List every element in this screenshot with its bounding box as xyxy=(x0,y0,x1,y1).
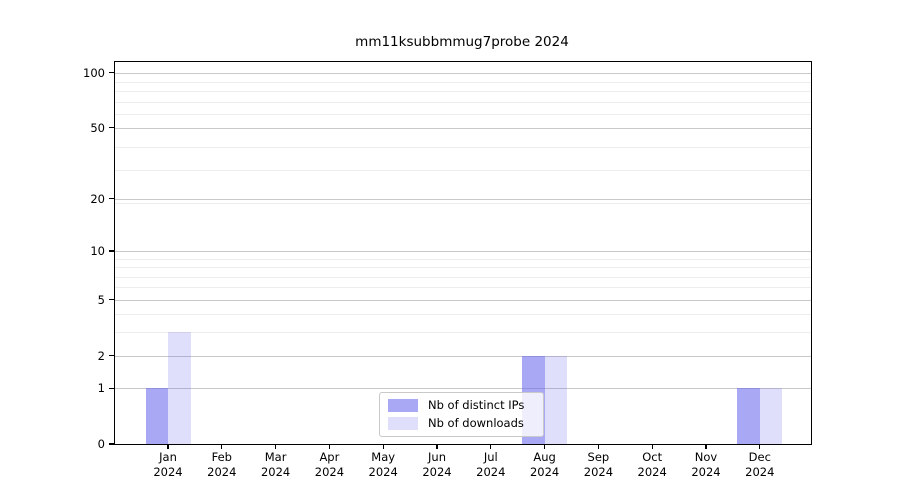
x-tick-year: 2024 xyxy=(260,465,291,479)
legend-swatch-distinct-ips xyxy=(388,398,418,412)
gridline-minor xyxy=(115,332,811,334)
bar-distinct-ips-dec xyxy=(737,388,760,444)
x-tick-label-sep: Sep 2024 xyxy=(571,450,625,480)
y-tick xyxy=(109,443,114,445)
gridline-minor xyxy=(115,276,811,278)
y-tick xyxy=(109,126,114,129)
y-tick xyxy=(109,198,114,200)
x-tick-month: Sep xyxy=(587,450,610,464)
gridline-major xyxy=(115,355,811,357)
legend-label-distinct-ips: Nb of distinct IPs xyxy=(428,398,525,412)
y-tick-label-20: 20 xyxy=(90,191,105,206)
x-tick-label-dec: Dec 2024 xyxy=(733,450,787,480)
x-tick-month: Apr xyxy=(319,450,340,464)
x-tick-month: Feb xyxy=(211,450,232,464)
x-tick-year: 2024 xyxy=(476,465,506,479)
x-tick-label-apr: Apr 2024 xyxy=(302,450,356,480)
gridline-major xyxy=(115,127,811,129)
x-tick xyxy=(382,444,384,449)
x-tick-month: Mar xyxy=(264,450,287,464)
x-tick xyxy=(705,444,707,449)
x-tick-label-nov: Nov 2024 xyxy=(679,450,733,480)
x-tick-label-oct: Oct 2024 xyxy=(625,450,679,480)
x-tick-year: 2024 xyxy=(368,465,398,479)
x-tick-label-may: May 2024 xyxy=(356,450,410,480)
x-tick-year: 2024 xyxy=(207,465,237,479)
y-tick-label-5: 5 xyxy=(97,292,105,307)
x-tick xyxy=(436,444,438,449)
x-tick-month: Jun xyxy=(428,450,446,464)
y-tick xyxy=(109,299,114,301)
gridline-minor xyxy=(115,81,811,83)
gridline-major xyxy=(115,299,811,301)
x-tick-month: Dec xyxy=(748,450,771,464)
x-tick-label-jan: Jan 2024 xyxy=(141,450,195,480)
gridline-minor xyxy=(115,258,811,260)
y-tick-label-50: 50 xyxy=(90,120,105,135)
legend-item: Nb of distinct IPs xyxy=(388,398,535,412)
legend-label-downloads: Nb of downloads xyxy=(428,416,524,430)
gridline-minor xyxy=(115,170,811,172)
bar-distinct-ips-jan xyxy=(145,388,168,444)
x-tick-year: 2024 xyxy=(529,465,560,479)
y-tick-label-100: 100 xyxy=(83,65,105,80)
x-tick xyxy=(544,444,546,449)
y-tick-label-0: 0 xyxy=(97,437,105,451)
x-tick-year: 2024 xyxy=(314,465,345,479)
plot-area: Nb of distinct IPs Nb of downloads 0 1 2 5 1… xyxy=(83,61,812,479)
gridline-major xyxy=(115,388,811,390)
y-tick-label-2: 2 xyxy=(97,348,105,363)
y-tick-label-10: 10 xyxy=(90,244,105,258)
x-tick-year: 2024 xyxy=(745,465,775,479)
x-tick-year: 2024 xyxy=(153,465,183,479)
y-tick xyxy=(109,387,114,389)
x-tick xyxy=(651,444,653,449)
x-tick xyxy=(328,444,330,449)
x-tick-month: Nov xyxy=(694,450,718,464)
y-tick xyxy=(109,250,114,252)
gridline-minor xyxy=(115,114,811,116)
gridline-major xyxy=(115,198,811,200)
x-tick-label-feb: Feb 2024 xyxy=(195,450,249,480)
gridline-major xyxy=(115,72,811,74)
x-tick-month: Jan xyxy=(159,450,177,464)
x-tick-year: 2024 xyxy=(691,465,721,479)
x-tick-year: 2024 xyxy=(637,465,667,479)
x-tick-month: May xyxy=(371,450,396,464)
x-tick-year: 2024 xyxy=(422,465,452,479)
gridline-minor xyxy=(115,314,811,316)
x-tick-year: 2024 xyxy=(583,465,614,479)
x-tick-label-mar: Mar 2024 xyxy=(249,450,303,480)
bar-downloads-aug xyxy=(544,355,568,444)
x-tick-month: Jul xyxy=(483,450,498,464)
gridline-minor xyxy=(115,202,811,204)
bar-downloads-jan xyxy=(168,332,191,444)
y-tick xyxy=(109,71,114,74)
gridline-minor xyxy=(115,102,811,103)
x-tick xyxy=(221,444,223,449)
gridline-minor xyxy=(115,267,811,269)
x-tick xyxy=(167,444,169,449)
x-tick xyxy=(597,444,599,449)
chart-title: mm11ksubbmmug7probe 2024 xyxy=(355,34,569,50)
gridline-minor xyxy=(115,91,811,93)
gridline-major xyxy=(115,251,811,252)
x-tick-label-jul: Jul 2024 xyxy=(464,450,518,480)
x-tick xyxy=(759,444,761,449)
x-tick xyxy=(490,444,492,449)
legend-swatch-downloads xyxy=(388,416,418,430)
y-tick-label-1: 1 xyxy=(97,381,105,396)
bar-downloads-dec xyxy=(759,388,783,444)
legend-item: Nb of downloads xyxy=(388,416,535,430)
x-tick xyxy=(275,444,277,449)
x-tick-month: Oct xyxy=(642,450,663,464)
x-tick-month: Aug xyxy=(533,450,556,464)
y-tick xyxy=(109,355,114,357)
x-tick-label-jun: Jun 2024 xyxy=(410,450,464,480)
gridline-minor xyxy=(115,287,811,289)
chart-legend: Nb of distinct IPs Nb of downloads xyxy=(379,392,544,437)
x-tick-label-aug: Aug 2024 xyxy=(518,450,572,480)
gridline-minor xyxy=(115,147,811,148)
